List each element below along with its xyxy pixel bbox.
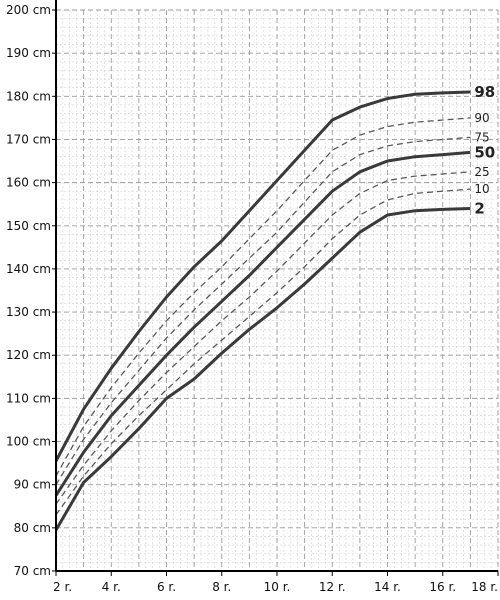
x-tick-label: 10 r. [264, 580, 291, 594]
percentile-line-10 [55, 188, 471, 516]
y-axis-tick-labels: 70 cm 80 cm 90 cm 100 cm 110 cm 120 cm 130 cm 1… [6, 3, 51, 578]
series-label-25: 25 [474, 165, 489, 179]
y-tick-label: 170 cm [6, 132, 51, 146]
x-tick-label: 8 r. [212, 580, 231, 594]
y-tick-label: 120 cm [6, 348, 51, 362]
x-tick-label: 16 r. [429, 580, 456, 594]
y-tick-label: 90 cm [14, 478, 51, 492]
series-label-2: 2 [474, 200, 484, 218]
y-tick-label: 130 cm [6, 305, 51, 319]
x-tick-label: 2 r. [53, 580, 72, 594]
x-tick-label: 14 r. [374, 580, 401, 594]
series-label-50: 50 [474, 143, 495, 161]
x-tick-label: 12 r. [319, 580, 346, 594]
percentile-line-2 [54, 207, 471, 531]
y-tick-label: 160 cm [6, 176, 51, 190]
series-label-98: 98 [474, 83, 495, 101]
x-axis-tick-labels: 2 r. 4 r. 6 r. 8 r. 10 r. 12 r. 14 r. 16 r. 18 r… [53, 580, 498, 594]
series-label-75: 75 [474, 130, 489, 144]
axes [52, 0, 499, 576]
x-tick-label: 18 r. [471, 580, 498, 594]
y-tick-label: 180 cm [6, 89, 51, 103]
percentile-line-25 [55, 171, 471, 505]
x-tick-label: 6 r. [157, 580, 176, 594]
series-label-90: 90 [474, 111, 489, 125]
percentile-line-50 [54, 150, 471, 497]
percentile-line-90 [55, 117, 471, 477]
percentile-line-98 [54, 90, 471, 462]
y-tick-label: 190 cm [6, 46, 51, 60]
y-tick-label: 200 cm [6, 3, 51, 17]
y-tick-label: 140 cm [6, 262, 51, 276]
y-tick-label: 100 cm [6, 435, 51, 449]
y-tick-label: 70 cm [14, 564, 51, 578]
percentile-lines [54, 90, 471, 531]
percentile-line-75 [55, 136, 471, 486]
x-tick-label: 4 r. [102, 580, 121, 594]
y-tick-label: 110 cm [6, 391, 51, 405]
y-tick-label: 80 cm [14, 521, 51, 535]
series-label-10: 10 [474, 182, 489, 196]
y-tick-label: 150 cm [6, 219, 51, 233]
